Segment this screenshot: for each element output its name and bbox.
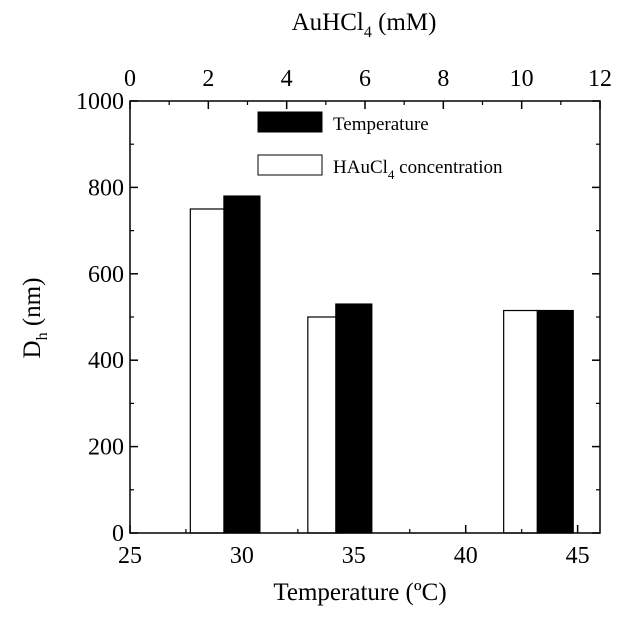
y-tick-label-0: 0: [112, 521, 124, 547]
x-tick-label-4: 45: [566, 543, 590, 569]
top-tick-label-1: 2: [202, 66, 214, 92]
x-tick-label-1: 30: [230, 543, 254, 569]
bar-haucl4-2: [504, 311, 540, 533]
legend-swatch-hauccl4: [258, 155, 322, 175]
x-tick-label-2: 35: [342, 543, 366, 569]
y-tick-label-2: 400: [88, 348, 124, 374]
top-tick-label-3: 6: [359, 66, 371, 92]
bar-temperature-2: [537, 311, 573, 533]
y-tick-label-4: 800: [88, 175, 124, 201]
bar-haucl4-0: [190, 209, 226, 533]
legend: Temperature HAuCl4 concentration: [258, 112, 503, 182]
y-tick-label-1: 200: [88, 435, 124, 461]
top-tick-label-6: 12: [588, 66, 612, 92]
top-tick-label-2: 4: [281, 66, 293, 92]
top-tick-label-0: 0: [124, 66, 136, 92]
legend-label-temperature: Temperature: [333, 114, 429, 135]
bar-temperature-1: [336, 304, 372, 533]
top-tick-label-4: 8: [437, 66, 449, 92]
x-tick-label-3: 40: [454, 543, 478, 569]
y-tick-label-5: 1000: [76, 89, 124, 115]
bars: [190, 196, 573, 533]
bar-temperature-0: [224, 196, 260, 533]
y-tick-label-3: 600: [88, 262, 124, 288]
legend-label-hauccl4: HAuCl4 concentration: [333, 157, 503, 182]
y-axis-label: Dh (nm): [19, 278, 51, 359]
x-axis-label: Temperature (ºC): [273, 579, 446, 606]
top-tick-label-5: 10: [510, 66, 534, 92]
top-axis-label: AuHCl4 (mM): [292, 9, 437, 41]
legend-swatch-temperature: [258, 112, 322, 132]
